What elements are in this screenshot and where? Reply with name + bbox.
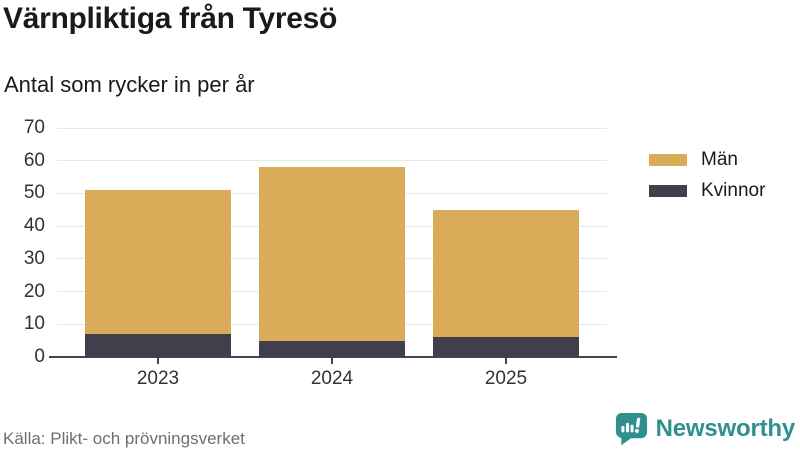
source-text: Källa: Plikt- och prövningsverket <box>3 429 245 448</box>
plot-area: 0 10 20 30 40 50 60 70 2023 2024 2025 <box>24 117 617 389</box>
x-tick-2023 <box>157 358 159 364</box>
x-tick-label-2024: 2024 <box>310 368 354 389</box>
legend-item-kvinnor: Kvinnor <box>649 180 765 202</box>
y-tick-label-40: 40 <box>23 215 45 237</box>
bar-2023-män <box>85 190 231 335</box>
x-tick-2025 <box>505 358 507 364</box>
newsworthy-wordmark: Newsworthy <box>655 414 796 442</box>
bar-2025-män <box>433 209 579 338</box>
y-tick-label-60: 60 <box>23 149 45 171</box>
legend-label-kvinnor: Kvinnor <box>701 180 766 201</box>
legend: Män Kvinnor <box>649 149 765 202</box>
legend-label-man: Män <box>701 149 738 170</box>
legend-swatch-kvinnor <box>649 185 687 197</box>
y-tick-label-70: 70 <box>23 117 45 138</box>
legend-item-man: Män <box>649 149 765 171</box>
y-tick-label-50: 50 <box>23 182 45 204</box>
y-tick-label-10: 10 <box>23 313 45 335</box>
bar-2024-män <box>259 167 405 341</box>
newsworthy-icon <box>615 412 647 446</box>
y-tick-label-0: 0 <box>34 346 45 367</box>
newsworthy-logo[interactable]: Newsworthy <box>614 411 795 446</box>
legend-swatch-man <box>649 154 687 166</box>
x-tick-2024 <box>331 358 333 364</box>
bar-2023-kvinnor <box>85 334 231 357</box>
x-tick-label-2025: 2025 <box>484 368 528 389</box>
y-tick-label-30: 30 <box>23 247 45 269</box>
chart-title: Värnpliktiga från Tyresö <box>3 2 338 35</box>
x-tick-label-2023: 2023 <box>136 368 180 389</box>
y-tick-label-20: 20 <box>23 280 45 302</box>
bar-2024-kvinnor <box>259 340 405 357</box>
gridline-70 <box>57 127 607 129</box>
gridline-60 <box>57 160 607 162</box>
chart-subtitle: Antal som rycker in per år <box>4 72 255 97</box>
bar-2025-kvinnor <box>433 337 579 357</box>
